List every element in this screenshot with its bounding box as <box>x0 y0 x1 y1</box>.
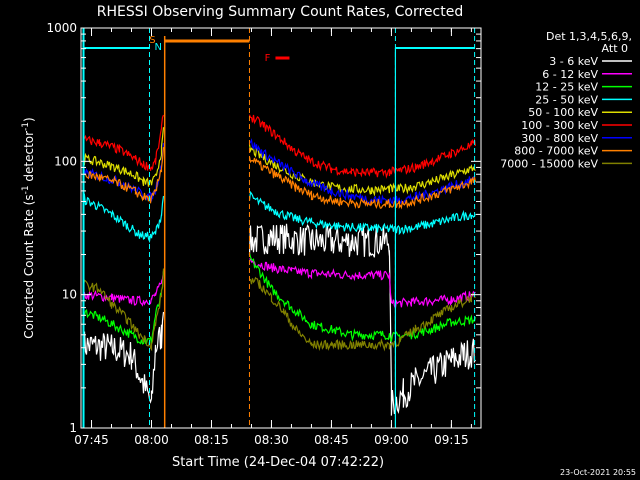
y-axis-label-part3: ) <box>22 117 36 122</box>
legend-label-5: 100 - 300 keV <box>521 119 598 132</box>
y-tick-label-2: 100 <box>54 154 77 168</box>
generated-timestamp: 23-Oct-2021 20:55 <box>560 468 636 477</box>
series-line-8-seg-0 <box>82 268 165 352</box>
y-axis-label-part1: Corrected Count Rate (s <box>22 194 36 338</box>
series-line-6-seg-1 <box>248 138 476 206</box>
x-tick-label-0: 07:45 <box>74 433 109 447</box>
chart-title: RHESSI Observing Summary Count Rates, Co… <box>97 4 463 20</box>
series-line-4-seg-0 <box>82 127 165 187</box>
legend-label-1: 6 - 12 keV <box>542 68 598 81</box>
x-tick-label-4: 08:45 <box>314 433 349 447</box>
plot-frame <box>80 27 482 429</box>
x-tick-label-1: 08:00 <box>134 433 169 447</box>
x-tick-label-3: 08:30 <box>254 433 289 447</box>
data-layer <box>82 114 476 416</box>
legend-label-0: 3 - 6 keV <box>549 55 598 68</box>
y-tick-label-3: 1000 <box>46 21 77 35</box>
legend-label-2: 12 - 25 keV <box>535 81 598 94</box>
series-line-0-seg-0 <box>82 311 165 404</box>
svg-text:Corrected Count Rate (s-1 dete: Corrected Count Rate (s-1 detector-1) <box>21 117 36 338</box>
axes-layer: 07:45 08:00 08:15 08:30 08:45 09:00 09:15 1 10 10… <box>46 21 482 447</box>
indicator-layer: SN F <box>82 28 476 428</box>
x-tick-label-5: 09:00 <box>374 433 409 447</box>
y-tick-label-1: 10 <box>62 288 77 302</box>
y-tick-label-0: 1 <box>69 421 77 435</box>
legend-label-3: 25 - 50 keV <box>535 93 598 106</box>
flare-flag-label: F <box>265 53 271 64</box>
series-line-8-seg-1 <box>249 276 476 352</box>
x-tick-label-6: 09:15 <box>434 433 469 447</box>
series-line-0-seg-1 <box>248 223 476 416</box>
series-line-2-seg-1 <box>248 253 476 343</box>
legend-header-detectors: Det 1,3,4,5,6,9, <box>546 30 632 43</box>
series-line-5-seg-1 <box>248 114 476 179</box>
series-line-3-seg-1 <box>248 190 476 236</box>
x-axis-label: Start Time (24-Dec-04 07:42:22) <box>172 455 384 470</box>
x-tick-label-2: 08:15 <box>194 433 229 447</box>
legend-label-4: 50 - 100 keV <box>528 106 598 119</box>
y-axis-label-part2: detector <box>22 131 36 186</box>
legend-label-7: 800 - 7000 keV <box>514 145 598 158</box>
series-line-7-seg-0 <box>83 147 165 204</box>
series-line-3-seg-0 <box>82 193 165 244</box>
night-flag-label: N <box>154 42 161 53</box>
y-axis-label: Corrected Count Rate (s-1 detector-1) <box>21 117 36 338</box>
legend-label-8: 7000 - 15000 keV <box>500 157 598 170</box>
y-axis-label-sup2: -1 <box>21 122 31 131</box>
series-line-7-seg-1 <box>248 156 476 210</box>
legend-label-6: 300 - 800 keV <box>521 132 598 145</box>
legend-header-attenuator: Att 0 <box>602 42 628 55</box>
series-line-5-seg-0 <box>83 114 165 171</box>
series-line-1-seg-1 <box>249 258 476 311</box>
y-axis-label-sup1: -1 <box>21 185 31 194</box>
series-line-4-seg-1 <box>248 144 476 197</box>
saa-flag-label: S <box>149 35 155 46</box>
series-line-1-seg-0 <box>82 271 165 307</box>
